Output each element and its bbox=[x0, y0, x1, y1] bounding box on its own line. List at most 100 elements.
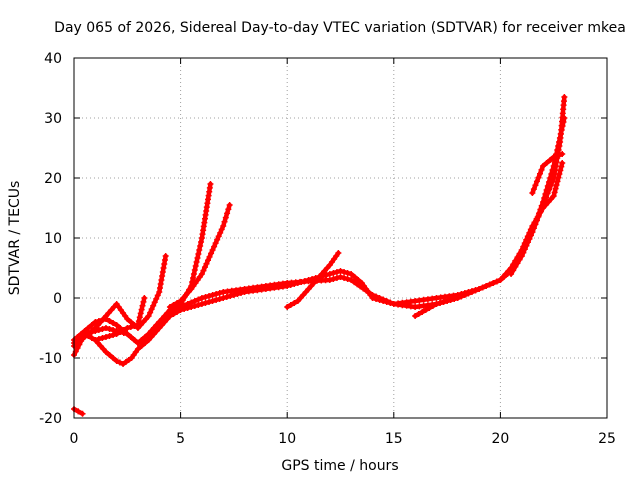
data-point-marker bbox=[88, 322, 95, 328]
data-point-marker bbox=[550, 154, 557, 160]
data-point-marker bbox=[205, 257, 212, 264]
data-point-marker bbox=[78, 337, 85, 343]
data-point-marker bbox=[544, 190, 551, 197]
data-point-marker bbox=[136, 314, 143, 321]
data-point-marker bbox=[211, 243, 218, 250]
plot-area bbox=[71, 94, 568, 417]
data-point-marker bbox=[220, 295, 227, 301]
data-point-marker bbox=[198, 301, 205, 307]
data-point-marker bbox=[526, 235, 533, 242]
data-point-marker bbox=[535, 213, 542, 220]
data-point-marker bbox=[95, 327, 102, 333]
data-point-marker bbox=[206, 299, 213, 305]
data-point-marker bbox=[287, 282, 294, 288]
data-point-marker bbox=[234, 291, 241, 297]
data-point-marker bbox=[195, 251, 202, 257]
data-point-marker bbox=[110, 355, 117, 361]
data-point-marker bbox=[166, 310, 173, 316]
series-trace bbox=[71, 181, 213, 346]
data-point-marker bbox=[301, 278, 308, 284]
data-point-marker bbox=[493, 278, 500, 285]
data-point-marker bbox=[433, 301, 440, 307]
x-tick-label: 20 bbox=[491, 431, 509, 447]
y-tick-label: 20 bbox=[44, 171, 62, 187]
data-point-marker bbox=[113, 358, 120, 364]
data-point-marker bbox=[380, 298, 387, 304]
x-tick-label: 0 bbox=[70, 431, 79, 447]
data-point-marker bbox=[206, 293, 213, 299]
data-point-marker bbox=[195, 296, 202, 303]
data-point-marker bbox=[543, 194, 550, 201]
data-point-marker bbox=[195, 302, 202, 308]
data-point-marker bbox=[206, 253, 213, 260]
data-point-marker bbox=[422, 307, 429, 313]
data-point-marker bbox=[559, 151, 566, 157]
data-point-marker bbox=[547, 157, 554, 163]
data-point-marker bbox=[326, 277, 333, 283]
data-point-marker bbox=[216, 296, 223, 302]
data-point-marker bbox=[344, 276, 351, 282]
data-point-marker bbox=[426, 305, 433, 311]
data-point-marker bbox=[85, 325, 92, 331]
data-point-marker bbox=[184, 305, 191, 311]
data-point-marker bbox=[198, 239, 205, 245]
series-arc-11 bbox=[529, 151, 566, 196]
data-point-marker bbox=[92, 337, 99, 343]
data-point-marker bbox=[472, 287, 479, 294]
data-point-marker bbox=[465, 290, 472, 297]
data-point-marker bbox=[218, 226, 225, 233]
data-point-marker bbox=[348, 277, 355, 283]
data-point-marker bbox=[138, 343, 145, 349]
data-point-marker bbox=[194, 255, 201, 261]
data-point-marker bbox=[203, 260, 210, 267]
grid-lines bbox=[74, 58, 607, 418]
data-point-marker bbox=[547, 182, 554, 189]
data-point-marker bbox=[532, 221, 539, 228]
data-point-marker bbox=[429, 303, 436, 309]
data-point-marker bbox=[383, 299, 390, 305]
data-point-marker bbox=[138, 306, 145, 313]
x-tick-label: 5 bbox=[176, 431, 185, 447]
x-tick-label: 25 bbox=[598, 431, 616, 447]
data-point-marker bbox=[550, 193, 557, 199]
data-point-marker bbox=[127, 324, 134, 330]
series-trace bbox=[71, 160, 565, 358]
data-point-marker bbox=[213, 291, 220, 297]
data-point-marker bbox=[287, 302, 294, 308]
data-point-marker bbox=[337, 268, 344, 274]
data-point-marker bbox=[323, 272, 330, 278]
data-point-marker bbox=[174, 300, 181, 306]
data-point-marker bbox=[141, 295, 148, 301]
data-point-marker bbox=[124, 331, 131, 337]
data-point-marker bbox=[508, 271, 515, 277]
data-point-marker bbox=[222, 214, 229, 221]
data-point-marker bbox=[532, 182, 539, 189]
data-point-marker bbox=[106, 333, 113, 339]
data-point-marker bbox=[540, 202, 547, 208]
data-point-marker bbox=[387, 300, 394, 306]
data-point-marker bbox=[444, 298, 451, 304]
data-point-marker bbox=[197, 243, 204, 249]
data-point-marker bbox=[415, 311, 422, 317]
data-point-marker bbox=[209, 298, 216, 304]
data-point-marker bbox=[207, 181, 214, 187]
data-point-marker bbox=[529, 229, 536, 235]
data-point-marker bbox=[514, 260, 521, 267]
data-point-marker bbox=[190, 271, 197, 277]
y-tick-label: 40 bbox=[44, 51, 62, 67]
data-point-marker bbox=[412, 313, 419, 319]
data-point-marker bbox=[147, 309, 154, 316]
y-tick-label: -10 bbox=[39, 351, 62, 367]
data-point-marker bbox=[81, 334, 88, 340]
data-point-marker bbox=[135, 318, 142, 325]
data-point-marker bbox=[214, 236, 221, 243]
data-point-marker bbox=[373, 296, 380, 302]
data-point-marker bbox=[200, 267, 207, 274]
data-point-marker bbox=[193, 259, 200, 265]
data-point-marker bbox=[106, 352, 113, 358]
plot-frame bbox=[73, 57, 608, 419]
x-axis-label: GPS time / hours bbox=[281, 458, 398, 474]
data-point-marker bbox=[154, 292, 161, 299]
data-point-marker bbox=[102, 334, 109, 340]
data-point-marker bbox=[538, 166, 545, 173]
